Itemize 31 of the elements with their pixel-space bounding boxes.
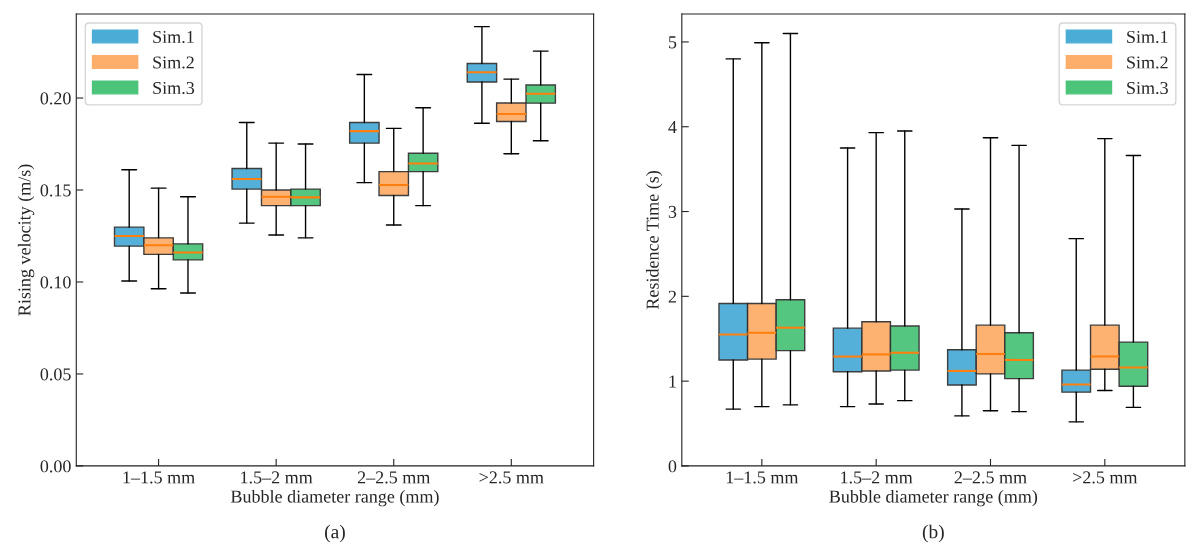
y-tick-label: 0.15	[40, 184, 71, 197]
y-tick-label: 4	[668, 121, 677, 133]
legend-label: Sim.2	[1127, 56, 1168, 69]
x-tick-label: 1.5–2 mm	[241, 471, 313, 484]
y-tick-label: 5	[668, 36, 677, 49]
y-tick-label: 0.20	[40, 92, 71, 105]
legend-label: Sim.2	[153, 56, 194, 69]
x-tick-label: 1–1.5 mm	[123, 471, 195, 484]
x-axis-title: Bubble diameter range (mm)	[230, 489, 439, 507]
legend-label: Sim.1	[1127, 30, 1168, 44]
y-axis-title: Rising velocity (m/s)	[17, 164, 35, 316]
y-tick-label: 0	[668, 460, 677, 473]
y-tick-label: 0.10	[40, 276, 71, 289]
y-axis-title: Residence Time (s)	[646, 171, 663, 310]
x-tick-label: >2.5 mm	[479, 471, 544, 484]
y-tick-label: 0.05	[40, 368, 71, 381]
x-tick-label: 2–2.5 mm	[954, 471, 1027, 484]
text: (b)	[922, 524, 944, 543]
text: (a)	[325, 524, 345, 543]
legend-label: Sim.3	[1127, 81, 1168, 95]
x-tick-label: 2–2.5 mm	[357, 471, 431, 484]
x-axis-title: Bubble diameter range (mm)	[829, 489, 1038, 507]
x-tick-label: 1–1.5 mm	[726, 471, 799, 484]
x-tick-label: 1.5–2 mm	[841, 471, 913, 484]
y-tick-label: 1	[669, 375, 676, 388]
y-tick-label: 0.00	[40, 460, 71, 473]
legend-label: Sim.3	[153, 81, 195, 95]
legend-label: Sim.1	[153, 30, 194, 44]
y-tick-label: 2	[668, 290, 676, 303]
y-tick-label: 3	[668, 205, 677, 218]
x-tick-label: >2.5 mm	[1073, 471, 1138, 484]
